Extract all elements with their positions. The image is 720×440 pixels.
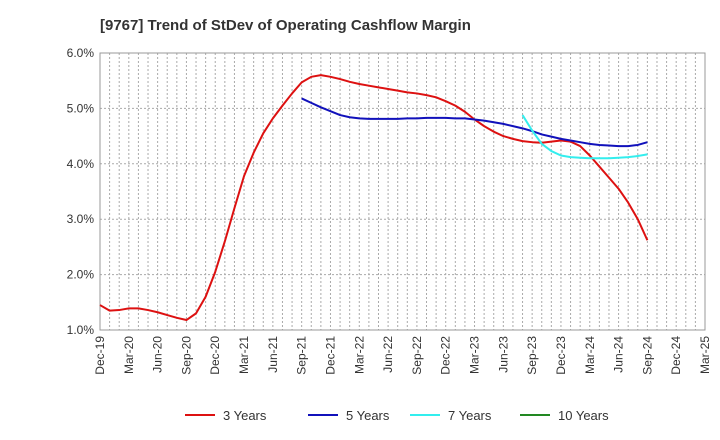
y-tick-label: 3.0% — [67, 212, 95, 226]
x-tick-label: Mar-24 — [583, 336, 597, 374]
x-tick-label: Mar-22 — [352, 336, 366, 374]
x-tick-label: Jun-22 — [381, 336, 395, 373]
y-tick-label: 5.0% — [67, 101, 95, 115]
series-line-7-years — [521, 114, 648, 160]
legend-label: 10 Years — [558, 408, 609, 423]
legend-label: 5 Years — [346, 408, 390, 423]
x-tick-label: Mar-23 — [468, 336, 482, 374]
x-axis-ticks: Dec-19 Mar-20 Jun-20 Sep-20 Dec-20 Mar-21 Jun-… — [93, 336, 712, 375]
legend: 3 Years 5 Years 7 Years 10 Years — [185, 408, 609, 423]
x-tick-label: Jun-24 — [612, 336, 626, 373]
x-tick-label: Dec-23 — [554, 336, 568, 375]
plot-area-border — [99, 52, 706, 331]
x-tick-label: Dec-19 — [93, 336, 107, 375]
legend-label: 7 Years — [448, 408, 492, 423]
y-tick-label: 1.0% — [67, 323, 95, 337]
x-tick-label: Mar-25 — [698, 336, 712, 374]
x-tick-label: Mar-21 — [237, 336, 251, 374]
series-lines — [99, 74, 649, 322]
legend-label: 3 Years — [223, 408, 267, 423]
y-axis-ticks: 1.0% 2.0% 3.0% 4.0% 5.0% 6.0% — [67, 46, 95, 337]
x-tick-label: Mar-20 — [122, 336, 136, 374]
x-tick-label: Dec-21 — [323, 336, 337, 375]
x-tick-label: Sep-21 — [295, 336, 309, 375]
x-tick-label: Dec-24 — [669, 336, 683, 375]
x-tick-label: Jun-23 — [496, 336, 510, 373]
x-tick-label: Sep-23 — [525, 336, 539, 375]
x-tick-label: Sep-22 — [410, 336, 424, 375]
x-tick-label: Dec-20 — [208, 336, 222, 375]
grid — [100, 53, 705, 330]
chart-title: [9767] Trend of StDev of Operating Cashf… — [100, 17, 471, 34]
x-tick-label: Dec-22 — [439, 336, 453, 375]
x-tick-label: Sep-24 — [640, 336, 654, 375]
x-tick-label: Sep-20 — [179, 336, 193, 375]
x-tick-label: Jun-20 — [151, 336, 165, 373]
series-line-5-years — [301, 97, 648, 148]
series-line-3-years — [99, 74, 649, 322]
y-tick-label: 4.0% — [67, 157, 95, 171]
y-tick-label: 6.0% — [67, 46, 95, 60]
x-tick-label: Jun-21 — [266, 336, 280, 373]
y-tick-label: 2.0% — [67, 268, 95, 282]
